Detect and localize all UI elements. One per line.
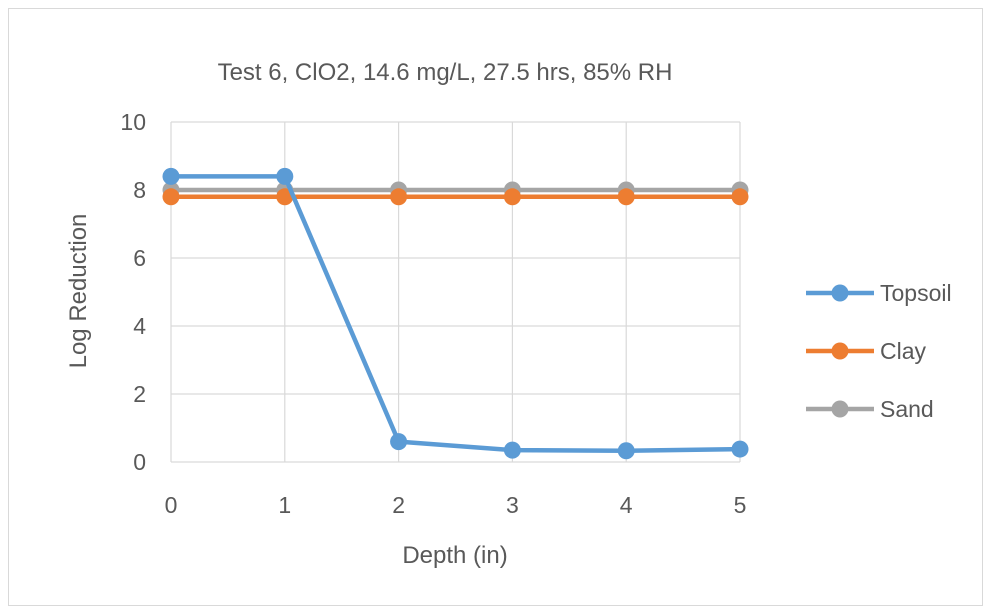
x-tick-label: 0 — [165, 492, 178, 518]
data-point-clay — [731, 188, 749, 206]
legend-label: Sand — [880, 396, 934, 422]
legend-swatch-marker — [831, 284, 849, 302]
y-tick-label: 0 — [133, 449, 146, 475]
data-point-clay — [503, 188, 521, 206]
y-tick-label: 8 — [133, 177, 146, 203]
data-point-topsoil — [731, 440, 749, 458]
series-topsoil — [162, 167, 749, 460]
legend-label: Topsoil — [880, 280, 952, 306]
y-tick-label: 2 — [133, 381, 146, 407]
data-point-clay — [162, 188, 180, 206]
chart-title: Test 6, ClO2, 14.6 mg/L, 27.5 hrs, 85% R… — [218, 59, 673, 86]
series-lines — [162, 167, 749, 460]
data-point-topsoil — [276, 167, 294, 185]
data-point-clay — [617, 188, 635, 206]
data-point-topsoil — [503, 441, 521, 459]
gridlines — [170, 121, 741, 463]
legend-swatch-marker — [831, 400, 849, 418]
data-point-topsoil — [617, 442, 635, 460]
legend: Topsoil Clay Sand — [806, 280, 952, 422]
y-tick-labels: 0 2 4 6 8 10 — [120, 109, 146, 475]
data-point-topsoil — [390, 433, 408, 451]
series-clay — [162, 188, 749, 206]
legend-item-topsoil: Topsoil — [806, 280, 952, 306]
legend-swatch-marker — [831, 342, 849, 360]
y-axis-label: Log Reduction — [65, 214, 92, 369]
y-tick-label: 4 — [133, 313, 146, 339]
data-point-clay — [390, 188, 408, 206]
data-point-clay — [276, 188, 294, 206]
legend-item-sand: Sand — [806, 396, 934, 422]
x-tick-label: 3 — [506, 492, 519, 518]
data-point-topsoil — [162, 167, 180, 185]
x-tick-labels: 0 1 2 3 4 5 — [165, 492, 747, 518]
legend-item-clay: Clay — [806, 338, 927, 364]
x-tick-label: 4 — [620, 492, 633, 518]
x-axis-label: Depth (in) — [402, 542, 507, 569]
y-tick-label: 6 — [133, 245, 146, 271]
y-tick-label: 10 — [120, 109, 146, 135]
x-tick-label: 2 — [392, 492, 405, 518]
series-line-topsoil — [171, 174, 741, 454]
x-tick-label: 1 — [278, 492, 291, 518]
x-tick-label: 5 — [734, 492, 747, 518]
legend-label: Clay — [880, 338, 927, 364]
